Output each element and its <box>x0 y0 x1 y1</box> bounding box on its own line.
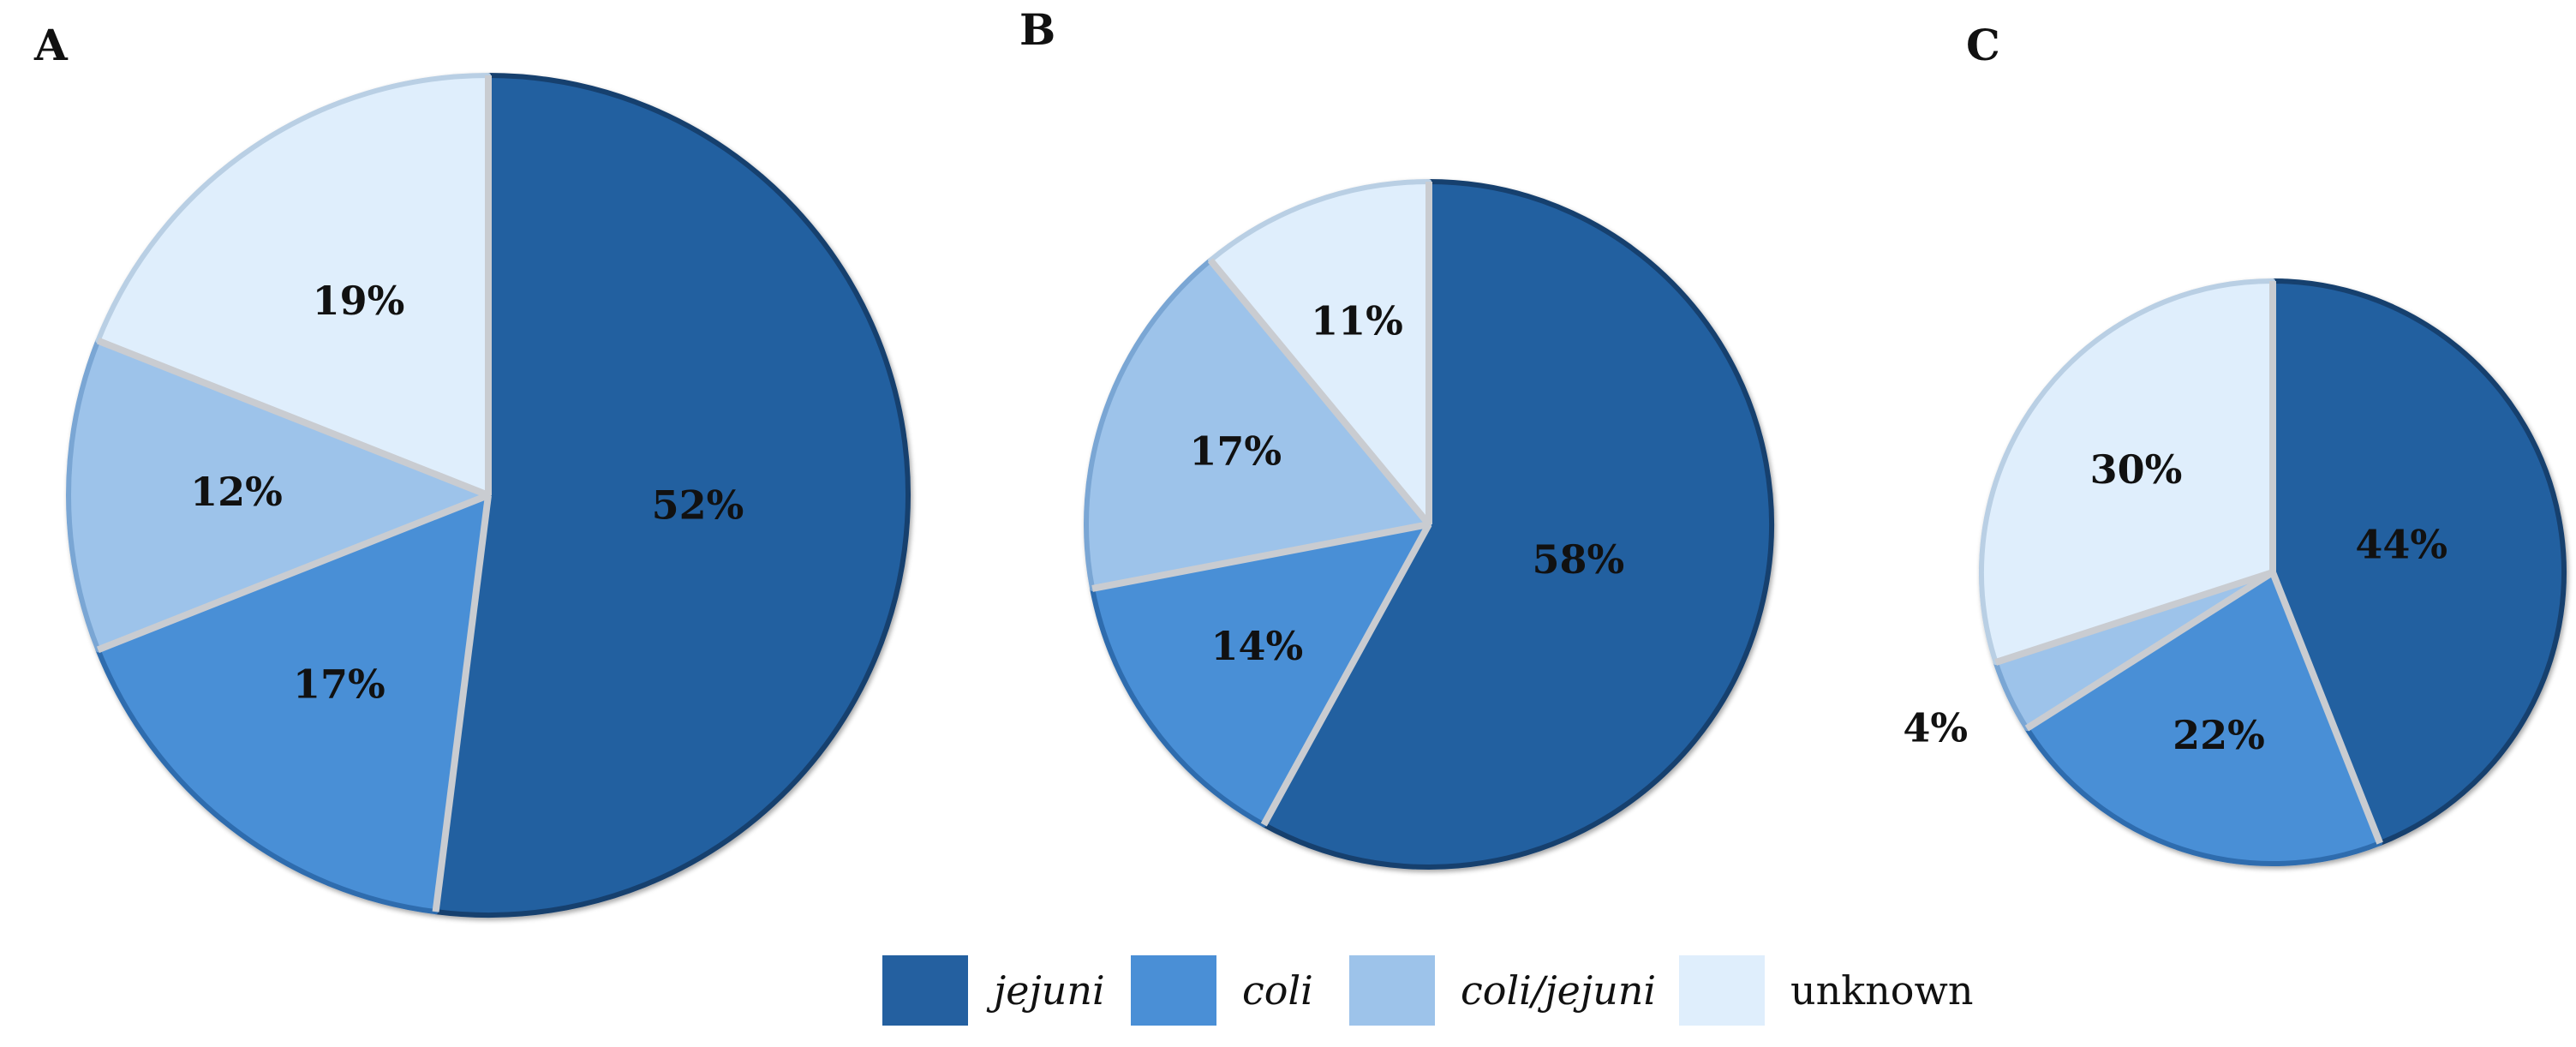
slice-c-jejuni <box>2270 278 2567 847</box>
pie-charts-group: 52% 17% 12% 19% A 58% 14% 17% 11% B 44% 22% 4% 30% C <box>33 4 2567 918</box>
legend-label-coli-jejuni: coli/jejuni <box>1461 967 1656 1014</box>
slice-separator <box>96 492 490 654</box>
slice-separator <box>432 494 492 912</box>
pie-chart-a <box>66 73 911 918</box>
slice-label-a-4: 19% <box>313 278 405 324</box>
slice-a-coli-jejuni <box>66 338 491 653</box>
slice-separator <box>1994 569 2274 666</box>
slice-separator <box>2269 571 2383 845</box>
slice-separator <box>1207 258 1432 527</box>
slice-label-c-1: 44% <box>2355 521 2447 567</box>
legend-swatch-jejuni <box>882 955 968 1026</box>
slice-b-unknown <box>1208 179 1431 527</box>
slice-label-c-4: 30% <box>2090 446 2183 493</box>
legend-label-unknown: unknown <box>1790 967 1973 1014</box>
slice-label-a-1: 52% <box>652 482 744 528</box>
legend-swatch-unknown <box>1679 955 1765 1026</box>
legend-swatch-coli-jejuni <box>1349 955 1435 1026</box>
slice-b-jejuni <box>1261 179 1774 870</box>
legend-label-jejuni: jejuni <box>986 967 1105 1014</box>
slice-label-c-2: 22% <box>2173 712 2265 758</box>
slice-label-b-4: 11% <box>1311 298 1403 344</box>
panel-letter-c: C <box>1966 20 2000 70</box>
slice-label-c-3: 4% <box>1903 704 1968 751</box>
slice-c-coli <box>2023 570 2383 866</box>
slice-label-b-1: 58% <box>1532 536 1624 583</box>
slice-separator <box>1091 521 1430 592</box>
legend-swatch-coli <box>1131 955 1216 1026</box>
slice-label-a-2: 17% <box>293 661 386 708</box>
slice-separator <box>1260 523 1432 827</box>
slice-a-jejuni <box>433 73 911 918</box>
slice-a-unknown <box>95 73 491 498</box>
slice-b-coli <box>1090 522 1431 828</box>
panel-letter-a: A <box>33 20 69 70</box>
slice-label-b-3: 17% <box>1189 428 1282 475</box>
slice-b-coli-jejuni <box>1084 257 1431 591</box>
pie-chart-c <box>1978 278 2567 866</box>
legend: jejuni coli coli/jejuni unknown <box>882 955 1973 1026</box>
panel-letter-b: B <box>1019 4 1055 55</box>
slice-separator <box>96 337 490 499</box>
slice-a-coli <box>95 493 491 915</box>
slice-label-b-2: 14% <box>1210 623 1303 669</box>
legend-label-coli: coli <box>1242 967 1313 1014</box>
slice-label-a-3: 12% <box>190 469 283 515</box>
slice-c-unknown <box>1978 278 2275 666</box>
pie-chart-b <box>1084 179 1774 870</box>
slice-separator <box>2024 569 2275 732</box>
